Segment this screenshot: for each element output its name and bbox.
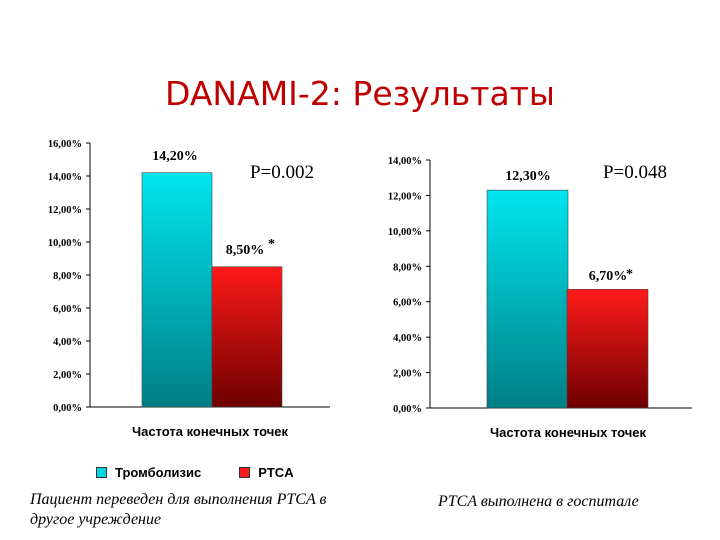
y-tick-label: 10,00% — [388, 227, 422, 238]
legend-label-thrombolysis: Тромболизис — [115, 465, 202, 480]
y-tick-label: 4,00% — [53, 337, 82, 348]
significance-asterisk: * — [268, 237, 275, 252]
y-tick-label: 12,00% — [48, 205, 82, 216]
y-tick-label: 14,00% — [388, 156, 422, 167]
bar-ptca — [566, 289, 649, 409]
y-tick-label: 16,00% — [48, 139, 82, 150]
y-tick-label: 0,00% — [53, 403, 82, 414]
chart-left: 0,00% 2,00% 4,00% 6,00% 8,00% 10,00% 12,00% 14,… — [48, 139, 330, 439]
chart-right: 0,00% 2,00% 4,00% 6,00% 8,00% 10,00% 12,00% 14,… — [388, 156, 692, 440]
y-tick-label: 6,00% — [393, 298, 422, 309]
significance-asterisk: * — [626, 267, 633, 282]
legend-label-ptca: PTCA — [258, 465, 294, 480]
y-tick-label: 4,00% — [393, 333, 422, 344]
caption-right: PTCA выполнена в госпитале — [438, 493, 639, 510]
y-tick-label: 2,00% — [393, 369, 422, 380]
legend-swatch-ptca — [239, 467, 251, 478]
y-tick-label: 8,00% — [53, 271, 82, 282]
x-axis-label: Частота конечных точек — [490, 425, 647, 440]
y-tick-label: 2,00% — [53, 370, 82, 381]
data-label-thrombolysis: 14,20% — [152, 149, 198, 164]
slide-title: DANAMI-2: Результаты — [165, 74, 555, 113]
x-axis-label: Частота конечных точек — [132, 424, 289, 439]
y-tick-label: 14,00% — [48, 172, 82, 183]
y-tick-label: 6,00% — [53, 304, 82, 315]
bar-thrombolysis — [486, 189, 569, 409]
legend: Тромболизис PTCA — [96, 465, 332, 480]
y-tick-label: 12,00% — [388, 191, 422, 202]
p-value: P=0.048 — [603, 162, 667, 183]
bar-thrombolysis — [141, 172, 213, 408]
y-tick-label: 0,00% — [393, 404, 422, 415]
legend-item-thrombolysis: Тромболизис — [96, 465, 201, 480]
p-value: P=0.002 — [250, 162, 314, 183]
caption-left: Пациент переведен для выполнения PTCA в … — [30, 491, 327, 528]
legend-swatch-thrombolysis — [96, 467, 107, 478]
legend-item-ptca: PTCA — [239, 465, 294, 480]
data-label-ptca: 8,50% — [226, 243, 265, 258]
y-tick-label: 10,00% — [48, 238, 82, 249]
data-label-ptca: 6,70% — [589, 269, 628, 284]
y-tick-label: 8,00% — [393, 262, 422, 273]
bar-ptca — [211, 266, 283, 408]
data-label-thrombolysis: 12,30% — [505, 169, 551, 184]
